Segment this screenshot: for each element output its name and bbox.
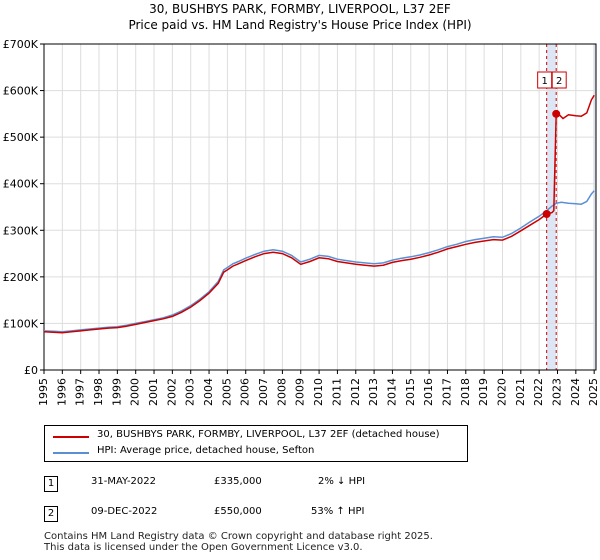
y-tick-label: £300K xyxy=(3,224,39,237)
sale-label-box xyxy=(537,71,553,89)
y-tick-label: £200K xyxy=(3,271,39,284)
x-tick-label: 2000 xyxy=(129,378,142,406)
sale-row: 1 31-MAY-2022 £335,000 2% ↓ HPI xyxy=(0,474,600,494)
sale-badge: 1 xyxy=(44,476,58,492)
x-tick-label: 2006 xyxy=(239,378,252,406)
x-tick-label: 2002 xyxy=(165,378,178,406)
sale-hpi-change: 2% ↓ HPI xyxy=(318,476,366,487)
legend: 30, BUSHBYS PARK, FORMBY, LIVERPOOL, L37… xyxy=(44,425,468,462)
x-tick-label: 2005 xyxy=(220,378,233,406)
sale-label-box xyxy=(551,71,567,89)
x-tick-label: 2016 xyxy=(422,378,435,406)
y-tick-label: £0 xyxy=(24,364,38,377)
sale-label-text: 1 xyxy=(541,76,547,87)
sale-badge: 2 xyxy=(44,506,58,522)
legend-price-label: 30, BUSHBYS PARK, FORMBY, LIVERPOOL, L37… xyxy=(97,429,440,440)
x-tick-label: 2025 xyxy=(587,378,600,406)
sale-point xyxy=(542,209,551,218)
x-tick-label: 1999 xyxy=(110,378,123,406)
chart-subtitle: Price paid vs. HM Land Registry's House … xyxy=(128,18,472,32)
x-tick-label: 1996 xyxy=(55,378,68,406)
x-tick-label: 2010 xyxy=(312,378,325,406)
x-tick-label: 2015 xyxy=(404,378,417,406)
y-tick-label: £700K xyxy=(3,38,39,51)
price-chart: £0 £100K £200K £300K £400K £500K £600K £700K 199… xyxy=(3,38,600,406)
y-tick-label: £100K xyxy=(3,317,39,330)
x-tick-label: 2008 xyxy=(275,378,288,406)
sale-row: 2 09-DEC-2022 £550,000 53% ↑ HPI xyxy=(0,504,600,524)
x-tick-label: 2012 xyxy=(349,378,362,406)
sale-date: 09-DEC-2022 xyxy=(91,506,158,517)
sale-label-text: 2 xyxy=(556,76,562,87)
x-tick-label: 2019 xyxy=(477,378,490,406)
x-tick-label: 2007 xyxy=(257,378,270,406)
sale-date: 31-MAY-2022 xyxy=(91,476,157,487)
chart-title: 30, BUSHBYS PARK, FORMBY, LIVERPOOL, L37… xyxy=(149,2,451,16)
x-tick-label: 2009 xyxy=(294,378,307,406)
y-tick-label: £500K xyxy=(3,131,39,144)
x-tick-label: 2023 xyxy=(550,378,563,406)
x-tick-label: 2013 xyxy=(367,378,380,406)
y-tick-label: £600K xyxy=(3,85,39,98)
sale-price: £550,000 xyxy=(214,506,262,517)
legend-hpi-label: HPI: Average price, detached house, Seft… xyxy=(97,445,315,456)
y-tick-label: £400K xyxy=(3,178,39,191)
footer-copyright: Contains HM Land Registry data © Crown c… xyxy=(44,531,433,542)
legend-hpi-swatch xyxy=(53,452,89,454)
hpi-series-line xyxy=(43,190,595,333)
x-tick-label: 2014 xyxy=(385,378,398,406)
x-tick-label: 1995 xyxy=(37,378,50,406)
legend-price-swatch xyxy=(53,436,89,438)
x-tick-label: 2018 xyxy=(459,378,472,406)
x-tick-label: 2021 xyxy=(514,378,527,406)
sale-point xyxy=(552,109,561,118)
plot-frame xyxy=(43,43,597,371)
x-tick-label: 2001 xyxy=(147,378,160,406)
x-tick-label: 1998 xyxy=(92,378,105,406)
x-tick-label: 1997 xyxy=(74,378,87,406)
x-tick-label: 2004 xyxy=(202,378,215,406)
x-tick-label: 2020 xyxy=(495,378,508,406)
sale-price: £335,000 xyxy=(214,476,262,487)
x-tick-label: 2003 xyxy=(184,378,197,406)
x-tick-label: 2011 xyxy=(330,378,343,406)
x-tick-label: 2024 xyxy=(569,378,582,406)
footer-licence: This data is licensed under the Open Gov… xyxy=(44,542,363,553)
x-tick-label: 2017 xyxy=(440,378,453,406)
sale-hpi-change: 53% ↑ HPI xyxy=(311,506,365,517)
x-tick-label: 2022 xyxy=(532,378,545,406)
